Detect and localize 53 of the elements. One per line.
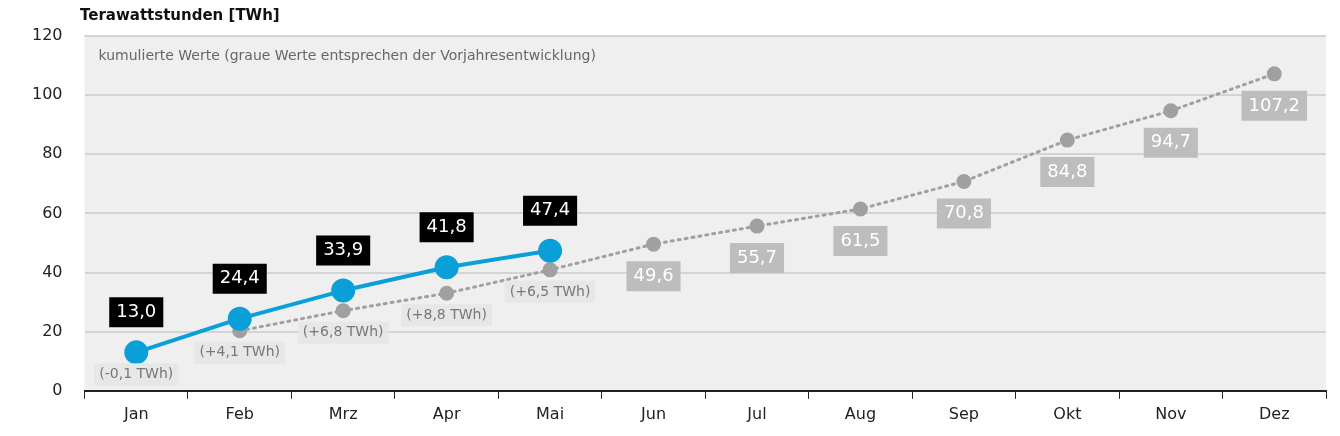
data-label: 70,8 [943, 201, 984, 223]
point [439, 285, 455, 301]
y-tick-label: 20 [42, 320, 63, 340]
point [956, 173, 972, 189]
data-label: 107,2 [1248, 93, 1301, 115]
data-label: 33,9 [323, 238, 364, 260]
point [646, 236, 662, 252]
data-label: 13,0 [116, 300, 157, 322]
data-label: 49,6 [633, 263, 674, 285]
x-tick-label: Nov [1155, 403, 1187, 423]
point [1266, 66, 1282, 82]
x-tick-label: Apr [432, 403, 461, 423]
data-label: 41,8 [426, 214, 467, 236]
x-tick-label: Mrz [328, 403, 358, 423]
annotation: (+4,1 TWh) [199, 343, 281, 360]
data-label: 61,5 [840, 228, 881, 250]
data-label: 94,7 [1150, 130, 1191, 152]
x-tick-label: Aug [844, 403, 877, 423]
x-tick-label: Mai [536, 403, 565, 423]
x-tick-label: Dez [1258, 403, 1290, 423]
x-tick-label: Feb [225, 403, 254, 423]
point [852, 201, 868, 217]
annotation: (+8,8 TWh) [406, 305, 487, 322]
x-tick-label: Jan [122, 403, 149, 423]
point [1163, 103, 1179, 119]
annotation: (+6,5 TWh) [509, 282, 591, 299]
y-axis-title: Terawattstunden [TWh] [80, 6, 280, 24]
y-tick-label: 0 [52, 379, 63, 399]
point [335, 303, 351, 319]
data-label: 84,8 [1047, 159, 1088, 181]
data-label: 55,7 [736, 245, 778, 267]
point [124, 340, 149, 365]
x-tick-label: Okt [1053, 403, 1082, 423]
annotation: (+6,8 TWh) [302, 323, 384, 340]
y-tick-label: 40 [42, 261, 63, 281]
point [227, 306, 252, 331]
annotation: kumulierte Werte (graue Werte entsprechen der Vorjahresentwicklung) [98, 46, 596, 63]
y-tick-label: 100 [31, 84, 63, 104]
point [1059, 132, 1075, 148]
data-label: 47,4 [530, 198, 571, 220]
point [434, 255, 459, 280]
x-tick-label: Sep [948, 403, 979, 423]
point [749, 218, 765, 234]
x-tick-label: Jun [640, 403, 667, 423]
data-label: 24,4 [219, 266, 260, 288]
annotation: (-0,1 TWh) [99, 365, 174, 381]
y-tick-label: 120 [31, 25, 63, 45]
point [542, 262, 558, 278]
x-tick-label: Jul [746, 403, 767, 423]
y-tick-label: 60 [42, 202, 63, 222]
point [538, 238, 563, 263]
y-tick-label: 80 [42, 143, 63, 163]
point [331, 278, 356, 303]
